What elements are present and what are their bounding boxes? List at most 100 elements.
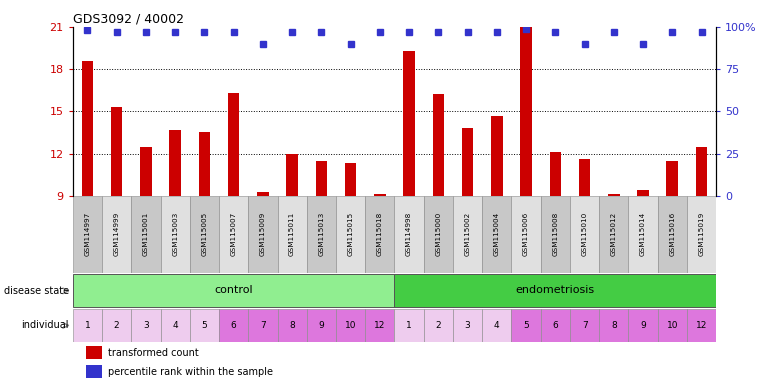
Text: disease state: disease state [4,286,69,296]
FancyBboxPatch shape [306,309,336,342]
FancyBboxPatch shape [394,309,424,342]
Bar [491,116,502,196]
Bar [286,154,298,196]
Text: transformed count: transformed count [108,348,199,358]
Text: 4: 4 [172,321,178,330]
Text: 8: 8 [290,321,295,330]
FancyBboxPatch shape [73,275,394,307]
Bar [257,192,269,196]
Bar [608,194,620,196]
FancyBboxPatch shape [190,309,219,342]
FancyBboxPatch shape [424,309,453,342]
Bar [433,94,444,196]
FancyBboxPatch shape [365,309,394,342]
FancyBboxPatch shape [336,196,365,273]
FancyBboxPatch shape [424,196,453,273]
Text: GSM115007: GSM115007 [231,212,237,257]
Text: GSM115000: GSM115000 [435,212,441,257]
FancyBboxPatch shape [541,309,570,342]
FancyBboxPatch shape [161,196,190,273]
FancyBboxPatch shape [394,275,716,307]
FancyBboxPatch shape [277,196,306,273]
Text: GSM115015: GSM115015 [348,212,354,257]
Text: control: control [214,285,253,295]
FancyBboxPatch shape [512,309,541,342]
Bar [169,130,181,196]
Text: 7: 7 [581,321,588,330]
FancyBboxPatch shape [512,196,541,273]
Text: 3: 3 [465,321,470,330]
Text: 1: 1 [84,321,90,330]
Bar [316,161,327,196]
FancyBboxPatch shape [365,196,394,273]
Text: GSM115004: GSM115004 [494,212,500,257]
Text: endometriosis: endometriosis [516,285,595,295]
Text: 2: 2 [114,321,119,330]
Bar [198,132,210,196]
FancyBboxPatch shape [628,196,658,273]
Text: 3: 3 [143,321,149,330]
Text: GSM114997: GSM114997 [84,212,90,257]
Text: GSM115002: GSM115002 [465,212,470,257]
FancyBboxPatch shape [541,196,570,273]
FancyBboxPatch shape [248,196,277,273]
Text: 9: 9 [319,321,324,330]
FancyBboxPatch shape [131,309,161,342]
Bar [666,161,678,196]
Text: 9: 9 [640,321,646,330]
Bar [462,128,473,196]
FancyBboxPatch shape [599,196,628,273]
FancyBboxPatch shape [131,196,161,273]
FancyBboxPatch shape [102,196,131,273]
Bar [86,365,102,378]
Bar [696,147,708,196]
FancyBboxPatch shape [687,196,716,273]
Text: GSM115003: GSM115003 [172,212,178,257]
Text: 10: 10 [345,321,356,330]
FancyBboxPatch shape [687,309,716,342]
Text: GSM115005: GSM115005 [201,212,208,257]
Text: GSM114999: GSM114999 [113,212,119,257]
FancyBboxPatch shape [658,196,687,273]
Bar [637,190,649,196]
Text: GSM115006: GSM115006 [523,212,529,257]
Text: 5: 5 [201,321,208,330]
Text: GSM115012: GSM115012 [611,212,617,257]
Text: GSM115014: GSM115014 [640,212,646,257]
FancyBboxPatch shape [336,309,365,342]
Text: GSM115013: GSM115013 [319,212,324,257]
Text: GSM115011: GSM115011 [289,212,295,257]
Bar [140,147,152,196]
Bar [111,107,123,196]
FancyBboxPatch shape [628,309,658,342]
Bar [81,61,93,196]
Bar [403,51,415,196]
FancyBboxPatch shape [599,309,628,342]
Text: 4: 4 [494,321,499,330]
Text: GSM115010: GSM115010 [581,212,588,257]
Bar [374,194,386,196]
Text: GSM114998: GSM114998 [406,212,412,257]
Text: GSM115016: GSM115016 [669,212,676,257]
FancyBboxPatch shape [453,196,483,273]
FancyBboxPatch shape [277,309,306,342]
FancyBboxPatch shape [570,309,599,342]
FancyBboxPatch shape [102,309,131,342]
FancyBboxPatch shape [73,309,102,342]
FancyBboxPatch shape [219,196,248,273]
FancyBboxPatch shape [219,309,248,342]
Bar [228,93,240,196]
FancyBboxPatch shape [248,309,277,342]
FancyBboxPatch shape [190,196,219,273]
Text: 12: 12 [374,321,385,330]
Bar [86,346,102,359]
FancyBboxPatch shape [483,196,512,273]
Text: 5: 5 [523,321,529,330]
Text: 12: 12 [696,321,707,330]
FancyBboxPatch shape [73,196,102,273]
Text: 7: 7 [260,321,266,330]
Text: GSM115008: GSM115008 [552,212,558,257]
FancyBboxPatch shape [453,309,483,342]
Text: 6: 6 [231,321,237,330]
FancyBboxPatch shape [394,196,424,273]
